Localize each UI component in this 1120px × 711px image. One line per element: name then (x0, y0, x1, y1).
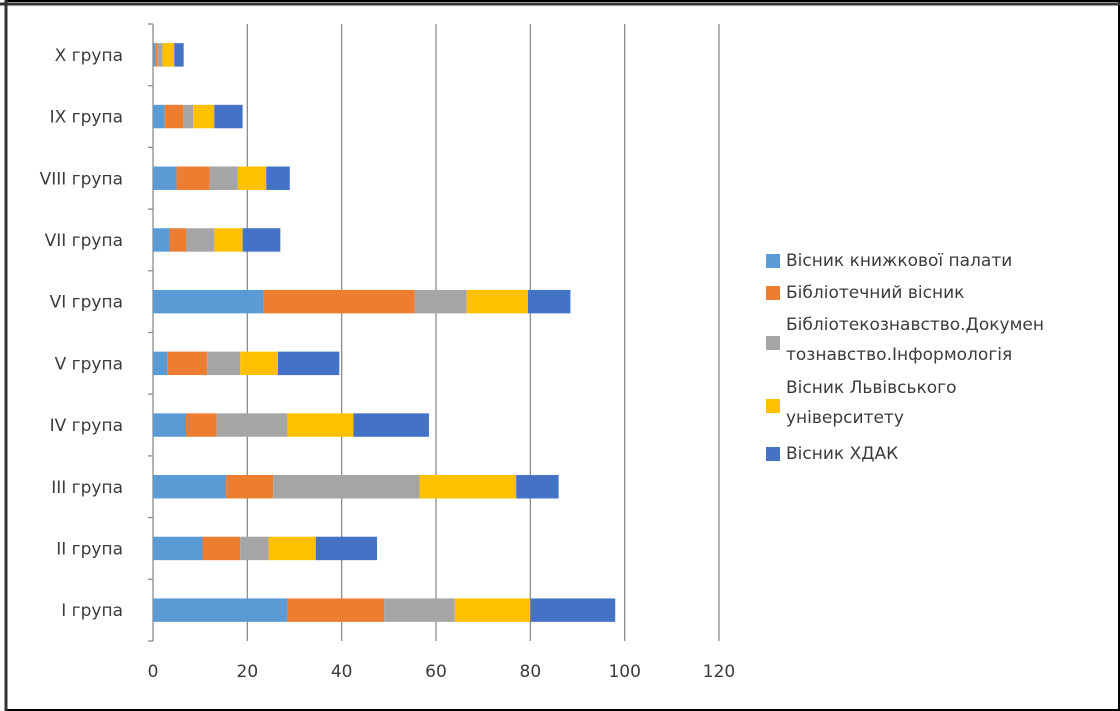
bar-segment-s1-c9 (153, 104, 165, 129)
y-category-label: IX група (50, 108, 123, 128)
bar-segment-s5-c3 (516, 475, 559, 499)
bar-segment-s3-c3 (273, 475, 420, 499)
y-category-label: II група (56, 539, 123, 559)
y-category-label: V група (55, 354, 123, 374)
bar-segment-s5-c6 (527, 289, 571, 314)
legend-swatch-4 (766, 399, 780, 413)
x-tick-label: 60 (425, 662, 447, 682)
bar-segment-s3-c10 (157, 43, 163, 67)
bar-segment-s4-c9 (193, 104, 215, 129)
legend-label-2: Бібліотечний вісник (786, 283, 964, 303)
x-axis-labels: 0 20 40 60 80 100 120 (148, 662, 736, 682)
legend-swatch-2 (766, 286, 780, 300)
bar-segment-s3-c8 (209, 166, 238, 190)
legend-label-1: Вісник книжкової палати (786, 251, 1012, 271)
bar-segment-s3-c6 (414, 289, 467, 314)
bar-segment-s2-c5 (167, 351, 208, 376)
bar-segment-s2-c3 (226, 475, 274, 499)
y-category-label: VI група (50, 293, 123, 313)
bar-segment-s5-c5 (277, 351, 340, 376)
bar-segment-s4-c1 (454, 598, 531, 622)
bar-segment-s5-c4 (353, 413, 429, 437)
x-tick-label: 120 (703, 662, 735, 682)
bar-segment-s1-c6 (153, 289, 264, 314)
bar-segment-s4-c6 (466, 289, 528, 314)
x-tick-label: 0 (148, 662, 159, 682)
bar-segment-s4-c3 (419, 475, 517, 499)
bar-segment-s5-c7 (242, 228, 281, 252)
y-category-label: VIII група (40, 169, 123, 189)
y-category-label: VII група (45, 231, 123, 251)
bar-segment-s2-c7 (169, 228, 187, 252)
bar-segment-s1-c1 (153, 598, 288, 622)
bar-segment-s2-c6 (263, 289, 415, 314)
bar-segment-s4-c5 (240, 351, 278, 376)
bar-segment-s1-c7 (153, 228, 170, 252)
legend-swatch-3 (766, 336, 780, 350)
bar-segment-s2-c10 (155, 43, 158, 67)
bar-segment-s3-c9 (183, 104, 194, 129)
bar-segment-s4-c7 (214, 228, 243, 252)
bar-segment-s5-c1 (530, 598, 616, 622)
left-edge-shadow (0, 0, 6, 711)
legend-label-3: тознавство.Інформологія (786, 345, 1012, 365)
x-tick-label: 40 (331, 662, 353, 682)
bar-segment-s1-c8 (153, 166, 177, 190)
legend-swatch-5 (766, 447, 780, 461)
legend-swatch-1 (766, 254, 780, 268)
bar-segment-s5-c9 (214, 104, 243, 129)
y-category-label: IV група (50, 416, 123, 436)
bar-segment-s2-c4 (186, 413, 217, 437)
bar-segment-s4-c8 (237, 166, 267, 190)
bar-segment-s5-c10 (174, 43, 184, 67)
bar-segment-s1-c5 (153, 351, 168, 376)
x-tick-label: 100 (608, 662, 640, 682)
bar-segment-s3-c1 (384, 598, 455, 622)
y-category-label: I група (61, 601, 123, 621)
bar-segment-s5-c8 (266, 166, 290, 190)
legend-label-4: Вісник Львівського (786, 378, 957, 398)
x-tick-label: 20 (237, 662, 259, 682)
bar-segment-s3-c5 (207, 351, 241, 376)
bar-segment-s5-c2 (315, 536, 378, 561)
bar-segment-s1-c10 (153, 43, 156, 67)
y-category-label: X група (55, 46, 123, 66)
bar-segment-s1-c2 (153, 536, 203, 561)
bar-segment-s4-c2 (268, 536, 316, 561)
bar-segment-s4-c10 (162, 43, 175, 67)
y-category-label: III група (51, 478, 123, 498)
bar-segment-s4-c4 (287, 413, 354, 437)
legend-label-4: університету (786, 408, 904, 428)
legend-label-5: Вісник ХДАК (786, 444, 898, 464)
legend-label-3: Бібліотекознавство.Докумен (786, 315, 1044, 335)
x-tick-label: 80 (520, 662, 542, 682)
bar-segment-s2-c9 (164, 104, 184, 129)
legend: Вісник книжкової палати Бібліотечний вісн… (766, 251, 1044, 464)
bar-segment-s2-c8 (176, 166, 210, 190)
y-axis-labels: I група II група III група IV група V група V… (40, 46, 123, 621)
bar-segment-s1-c4 (153, 413, 187, 437)
bar-segment-s2-c1 (287, 598, 385, 622)
bar-segment-s3-c7 (186, 228, 215, 252)
bars (153, 43, 616, 622)
bar-segment-s2-c2 (202, 536, 241, 561)
bar-segment-s1-c3 (153, 475, 227, 499)
bar-segment-s3-c4 (216, 413, 288, 437)
bar-segment-s3-c2 (240, 536, 269, 561)
